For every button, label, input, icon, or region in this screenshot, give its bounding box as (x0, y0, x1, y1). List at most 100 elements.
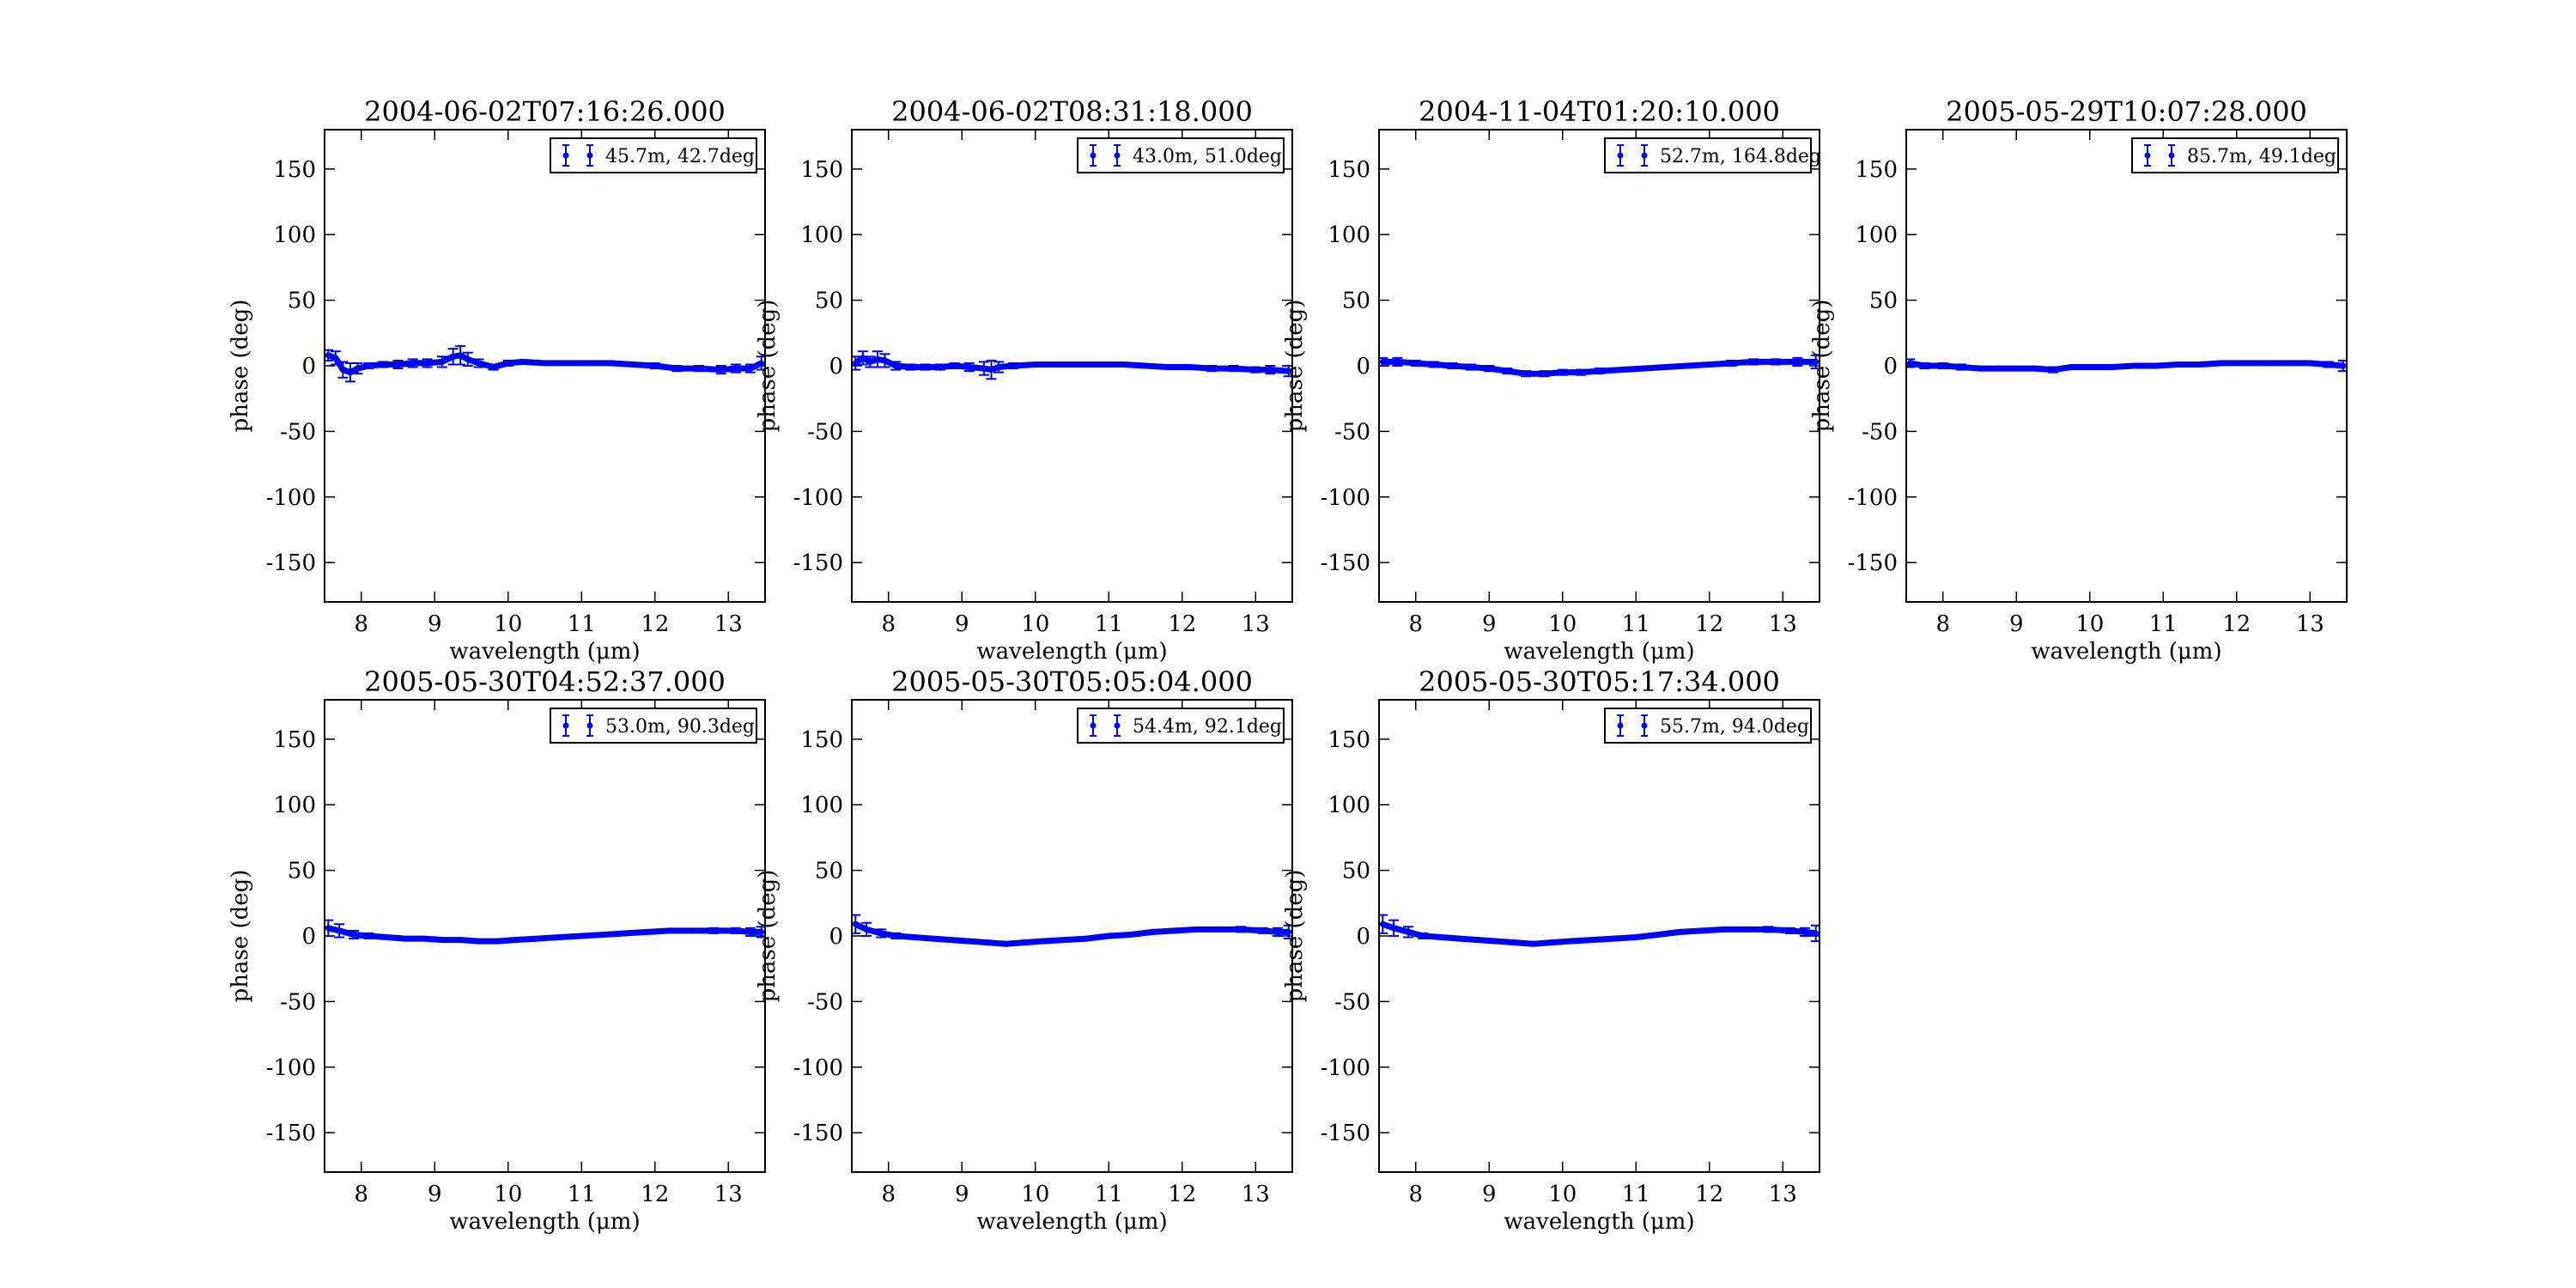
x-tick-label: 13 (2296, 611, 2324, 637)
x-tick-label: 10 (1548, 1182, 1577, 1207)
panel-title: 2005-05-29T10:07:28.000 (1946, 95, 2307, 128)
y-tick-label: -50 (1862, 419, 1898, 445)
y-tick-label: 0 (301, 354, 316, 380)
legend: 52.7m, 164.8deg (1604, 137, 1821, 173)
x-tick-label: 12 (1168, 1182, 1196, 1207)
plot-frame (1905, 129, 2348, 603)
legend-label: 55.7m, 94.0deg (1660, 716, 1809, 738)
panel-title: 2004-06-02T07:16:26.000 (364, 95, 726, 128)
y-tick-label: -150 (1321, 1121, 1370, 1146)
legend-marker (1090, 152, 1097, 159)
legend-box (550, 708, 757, 744)
y-tick-label: -50 (1334, 419, 1370, 445)
chart-panel-2: 8 9 10 11 12 13 -150 -100 -50 0 50 100 150 2004-06-02… (755, 95, 1293, 665)
legend: 55.7m, 94.0deg (1604, 708, 1812, 744)
legend-marker (586, 722, 593, 729)
x-tick-label: 9 (428, 611, 442, 637)
y-tick-label: -100 (1321, 1055, 1370, 1081)
y-tick-label: 50 (288, 859, 316, 884)
chart-panel-7: 8 9 10 11 12 13 -150 -100 -50 0 50 100 150 2005-05-30… (1282, 665, 1820, 1235)
legend-label: 52.7m, 164.8deg (1660, 146, 1821, 167)
y-tick-label: 150 (1327, 727, 1370, 753)
y-tick-label: -150 (793, 1121, 843, 1146)
y-tick-label: -100 (793, 1055, 843, 1081)
y-axis-label: phase (deg) (755, 300, 781, 433)
y-axis-label: phase (deg) (228, 870, 253, 1003)
x-tick-label: 11 (568, 1182, 596, 1207)
legend: 85.7m, 49.1deg (2131, 137, 2339, 173)
y-axis-label: phase (deg) (1809, 300, 1835, 433)
legend: 54.4m, 92.1deg (1077, 708, 1285, 744)
y-axis-label: phase (deg) (1282, 300, 1308, 433)
y-tick-label: 0 (1883, 354, 1898, 380)
y-tick-label: 150 (1327, 157, 1370, 183)
x-tick-label: 10 (494, 1182, 522, 1207)
x-tick-label: 13 (1242, 611, 1270, 637)
legend-marker (1090, 722, 1097, 729)
x-tick-label: 10 (1548, 611, 1577, 637)
x-tick-label: 10 (494, 611, 522, 637)
x-tick-label: 9 (955, 1182, 969, 1207)
legend-label: 85.7m, 49.1deg (2187, 146, 2336, 167)
legend: 43.0m, 51.0deg (1077, 137, 1285, 173)
x-axis-label: wavelength (μm) (976, 1209, 1167, 1235)
legend-marker (562, 152, 569, 159)
x-axis-label: wavelength (μm) (2031, 639, 2221, 665)
data-trace (1909, 360, 2344, 374)
y-tick-label: -50 (280, 989, 316, 1015)
x-tick-label: 12 (641, 611, 669, 637)
x-tick-label: 13 (714, 1182, 743, 1207)
y-tick-label: -100 (793, 485, 843, 511)
x-tick-label: 11 (568, 611, 596, 637)
y-axis-label: phase (deg) (755, 870, 781, 1003)
x-tick-label: 12 (1695, 611, 1723, 637)
y-tick-label: 0 (829, 924, 843, 950)
data-series (1379, 914, 1820, 947)
x-tick-label: 9 (2009, 611, 2024, 637)
panel-title: 2004-11-04T01:20:10.000 (1419, 95, 1780, 128)
y-tick-label: 50 (288, 289, 316, 314)
chart-panel-3: 8 9 10 11 12 13 -150 -100 -50 0 50 100 150 2004-11-04… (1282, 95, 1821, 665)
x-axis-label: wavelength (μm) (976, 639, 1167, 665)
panel-title: 2005-05-30T05:17:34.000 (1419, 665, 1780, 698)
y-tick-label: 150 (273, 157, 316, 183)
legend-marker (2144, 152, 2151, 159)
y-tick-label: -100 (266, 485, 316, 511)
x-tick-label: 10 (2075, 611, 2104, 637)
y-tick-label: 50 (815, 289, 843, 314)
plot-frame (851, 699, 1293, 1173)
chart-panel-5: 8 9 10 11 12 13 -150 -100 -50 0 50 100 150 2005-05-30… (228, 665, 766, 1235)
y-tick-label: 150 (800, 727, 843, 753)
legend-box (2131, 137, 2339, 173)
x-tick-label: 10 (1021, 1182, 1049, 1207)
legend: 53.0m, 90.3deg (550, 708, 757, 744)
x-tick-label: 8 (1408, 1182, 1423, 1207)
y-tick-label: 100 (1855, 222, 1898, 248)
legend-label: 53.0m, 90.3deg (605, 716, 755, 738)
x-tick-label: 8 (1935, 611, 1950, 637)
y-tick-label: -100 (1321, 485, 1370, 511)
y-tick-label: -100 (1848, 485, 1898, 511)
chart-panel-6: 8 9 10 11 12 13 -150 -100 -50 0 50 100 150 2005-05-30… (755, 665, 1293, 1235)
x-tick-label: 12 (1695, 1182, 1723, 1207)
data-trace (327, 925, 762, 945)
x-axis-label: wavelength (μm) (449, 639, 640, 665)
x-axis-label: wavelength (μm) (449, 1209, 640, 1235)
legend-box (550, 137, 757, 173)
legend-box (1604, 708, 1812, 744)
data-trace (1382, 920, 1817, 947)
legend-marker (1114, 152, 1121, 159)
x-tick-label: 11 (1095, 611, 1123, 637)
y-tick-label: 100 (1327, 222, 1370, 248)
data-series (1379, 354, 1820, 378)
legend-marker (562, 722, 569, 729)
y-axis-label: phase (deg) (1282, 870, 1308, 1003)
data-trace (327, 352, 763, 376)
x-tick-label: 11 (1622, 1182, 1650, 1207)
x-tick-label: 8 (1408, 611, 1423, 637)
plot-frame (851, 129, 1293, 603)
y-tick-label: -50 (1334, 989, 1370, 1015)
x-tick-label: 11 (1095, 1182, 1123, 1207)
y-tick-label: 0 (1356, 354, 1370, 380)
